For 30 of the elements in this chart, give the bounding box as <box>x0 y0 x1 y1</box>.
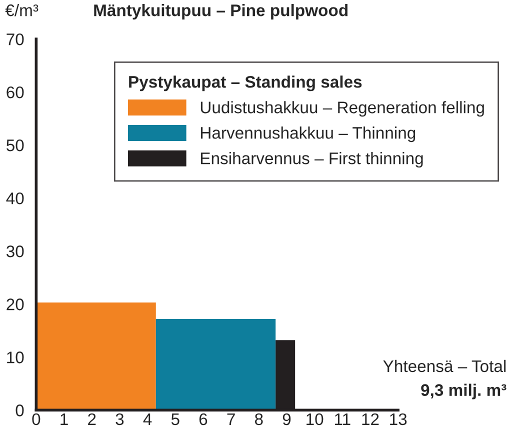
x-tick-label: 2 <box>88 413 96 425</box>
legend-label: Harvennushakkuu – Thinning <box>201 126 416 142</box>
legend-title: Pystykaupat – Standing sales <box>129 76 362 92</box>
x-tick-label: 1 <box>60 414 68 425</box>
y-tick-label: 40 <box>6 192 24 204</box>
x-tick-label: 12 <box>362 413 379 425</box>
x-tick-label: 5 <box>171 414 180 426</box>
x-tick-label: 11 <box>335 414 350 425</box>
legend-label: Ensiharvennus – First thinning <box>201 152 423 168</box>
chart-title: Mäntykuitupuu – Pine pulpwood <box>94 4 348 20</box>
y-tick-label: 60 <box>6 86 24 98</box>
x-tick-label: 7 <box>227 414 235 425</box>
x-tick-label: 10 <box>306 413 324 426</box>
text: 9,3 milj. m³ <box>421 384 506 400</box>
y-tick-label: 0 <box>16 404 24 416</box>
x-tick-label: 13 <box>390 413 407 426</box>
x-tick-label: 0 <box>32 413 40 426</box>
x-tick-label: 4 <box>143 414 152 425</box>
legend-label: Uudistushakkuu – Regeneration felling <box>200 101 484 117</box>
y-tick-label: 20 <box>6 298 24 310</box>
y-axis-title: €/m³ <box>5 4 38 16</box>
y-tick-label: 50 <box>6 139 24 152</box>
y-tick-label: 70 <box>6 33 24 46</box>
x-tick-label: 3 <box>116 413 124 426</box>
y-tick-label: 30 <box>6 246 24 258</box>
y-tick-label: 10 <box>7 352 24 364</box>
annotation: Yhteensä – Total <box>383 360 506 372</box>
x-tick-label: 9 <box>282 413 291 426</box>
x-tick-label: 6 <box>199 413 208 426</box>
x-tick-label: 8 <box>254 413 263 426</box>
